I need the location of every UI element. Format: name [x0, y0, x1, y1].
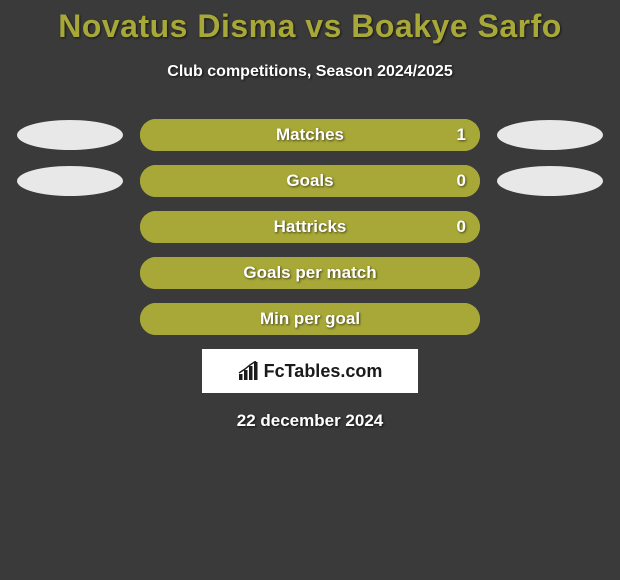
- player-right-ellipse: [497, 120, 603, 150]
- stat-bar: Goals 0: [140, 165, 480, 197]
- stat-bar: Goals per match: [140, 257, 480, 289]
- bar-label: Matches: [276, 125, 344, 145]
- bar-value-right: 1: [457, 125, 466, 145]
- stat-row: Goals 0: [0, 165, 620, 197]
- ellipse-spacer: [497, 304, 603, 334]
- player-right-ellipse: [497, 166, 603, 196]
- ellipse-spacer: [17, 304, 123, 334]
- stat-row: Matches 1: [0, 119, 620, 151]
- stat-bar: Min per goal: [140, 303, 480, 335]
- player-left-ellipse: [17, 166, 123, 196]
- bars-container: Matches 1 Goals 0 Hattricks 0 Goals per match M…: [0, 119, 620, 335]
- ellipse-spacer: [17, 212, 123, 242]
- stat-bar: Hattricks 0: [140, 211, 480, 243]
- bar-label: Hattricks: [274, 217, 347, 237]
- logo-text: FcTables.com: [264, 361, 383, 382]
- bar-label: Goals: [286, 171, 333, 191]
- ellipse-spacer: [17, 258, 123, 288]
- logo-box[interactable]: FcTables.com: [202, 349, 418, 393]
- stat-row: Min per goal: [0, 303, 620, 335]
- player-left-ellipse: [17, 120, 123, 150]
- date-label: 22 december 2024: [0, 411, 620, 431]
- bar-value-right: 0: [457, 217, 466, 237]
- comparison-infographic: Novatus Disma vs Boakye Sarfo Club compe…: [0, 0, 620, 431]
- subtitle: Club competitions, Season 2024/2025: [0, 63, 620, 81]
- ellipse-spacer: [497, 258, 603, 288]
- chart-icon: [238, 361, 260, 381]
- bar-value-right: 0: [457, 171, 466, 191]
- stat-bar: Matches 1: [140, 119, 480, 151]
- stat-row: Goals per match: [0, 257, 620, 289]
- ellipse-spacer: [497, 212, 603, 242]
- logo-inner: FcTables.com: [238, 361, 383, 382]
- page-title: Novatus Disma vs Boakye Sarfo: [0, 8, 620, 45]
- bar-label: Goals per match: [243, 263, 376, 283]
- stat-row: Hattricks 0: [0, 211, 620, 243]
- bar-label: Min per goal: [260, 309, 360, 329]
